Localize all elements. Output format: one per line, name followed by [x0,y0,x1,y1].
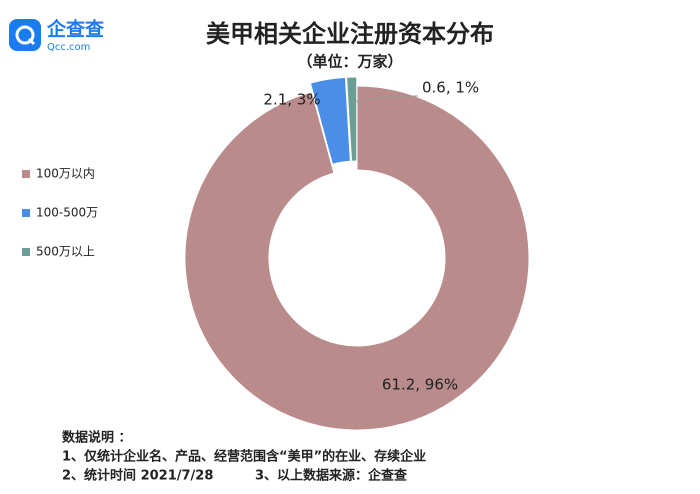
logo-site: Qcc.com [47,42,90,53]
chart-subtitle: （单位：万家） [297,53,402,71]
logo-icon [9,19,41,51]
legend-swatch [22,248,30,256]
legend-label: 100-500万 [36,206,98,220]
logo-icon-q-tail [27,37,36,46]
chart-title: 美甲相关企业注册资本分布 [206,20,494,48]
notes-heading: 数据说明 ： [62,430,132,446]
legend-label: 500万以上 [36,245,95,259]
donut-slice [309,76,351,165]
legend-label: 100万以内 [36,167,95,181]
logo-name: 企查查 [46,18,105,41]
notes-line: 1、仅统计企业名、产品、经营范围含“美甲”的在业、存续企业 [62,449,426,465]
notes-line: 3、以上数据来源：企查查 [255,468,408,484]
data-label: 0.6, 1% [422,79,479,97]
logo: 企查查 Qcc.com [9,18,105,53]
data-label: 2.1, 3% [263,91,320,109]
donut-slice [184,85,530,431]
leader-line [352,95,418,103]
logo-icon-q [15,25,35,45]
notes-line: 2、统计时间 2021/7/28 [62,468,213,484]
legend-swatch [22,209,30,217]
data-label: 61.2, 96% [382,376,458,394]
legend-swatch [22,170,30,178]
donut-slice [346,76,358,162]
